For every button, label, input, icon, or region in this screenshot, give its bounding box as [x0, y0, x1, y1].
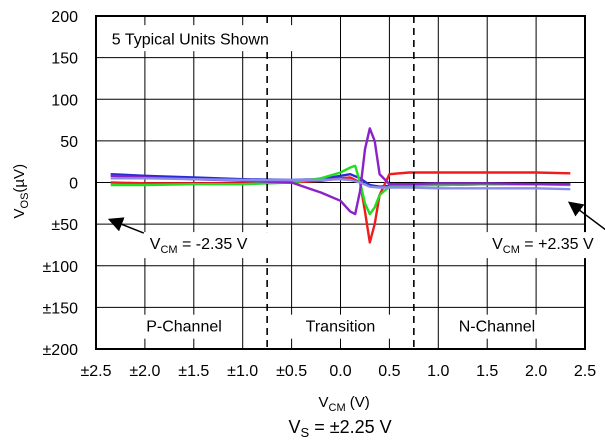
x-tick-label: 0.5	[378, 363, 400, 380]
region-label: Transition	[306, 319, 376, 336]
region-label-bg	[451, 314, 543, 339]
series-line-5	[110, 177, 571, 191]
x-tick-label: ±2.0	[129, 363, 160, 380]
region-dividers	[266, 16, 415, 349]
y-tick-label: ±100	[43, 259, 79, 276]
x-tick-label: ±0.5	[276, 363, 307, 380]
region-label: N-Channel	[459, 319, 535, 336]
callout-arrow	[567, 201, 605, 231]
region-label: P-Channel	[146, 319, 222, 336]
callout-label: VCM = -2.35 V	[150, 236, 248, 256]
callout-label: VCM = +2.35 V	[492, 236, 594, 256]
y-tick-label: 0	[69, 176, 78, 193]
y-tick-label: ±50	[51, 217, 78, 234]
y-tick-label: 200	[51, 9, 78, 26]
annotations: 5 Typical Units Shown P-Channel Transition…	[100, 25, 605, 339]
y-tick-label: 50	[60, 134, 78, 151]
units-note-bg	[100, 25, 311, 52]
x-tick-label: 2.0	[525, 363, 547, 380]
y-tick-label: ±150	[43, 300, 79, 317]
units-note: 5 Typical Units Shown	[112, 31, 269, 48]
x-tick-label: ±2.5	[80, 363, 111, 380]
x-tick-label: 1.0	[427, 363, 449, 380]
series-line-3	[110, 164, 571, 216]
y-axis-title: VOS(µV)	[11, 164, 31, 219]
y-tick-label: ±200	[43, 342, 79, 359]
x-tick-label: 2.5	[574, 363, 596, 380]
plot-frame	[95, 15, 586, 350]
callout-arrow	[107, 217, 145, 234]
series-line-4	[110, 127, 571, 216]
y-tick-label: 150	[51, 51, 78, 68]
x-tick-label: ±1.5	[178, 363, 209, 380]
x-tick-label: 1.5	[476, 363, 498, 380]
y-tick-label: 100	[51, 92, 78, 109]
callout-bg	[141, 232, 270, 259]
x-tick-label: ±1.0	[227, 363, 258, 380]
region-label-bg	[138, 314, 230, 339]
callout-bg	[484, 232, 605, 259]
x-tick-label: 0.0	[329, 363, 351, 380]
series-layer	[110, 127, 571, 244]
supply-voltage-note: VS = ±2.25 V	[289, 417, 392, 440]
axis-labels: 200 150 100 50 0 ±50 ±100 ±150 ±200±2.5 ±2.0 ±1.5 ±…	[11, 9, 596, 440]
y-axis-title-group: VOS(µV)	[11, 164, 31, 219]
x-axis-title: VCM (V)	[319, 394, 370, 414]
region-label-bg	[290, 314, 391, 339]
